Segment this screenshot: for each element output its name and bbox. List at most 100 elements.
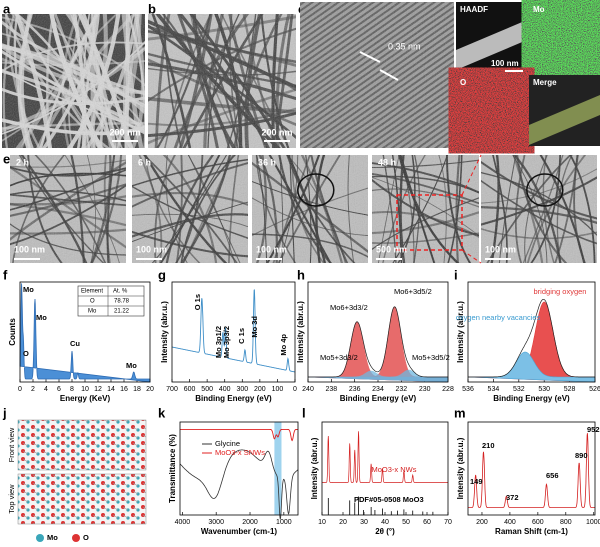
micrograph <box>481 155 597 263</box>
chart-m: 200 400 600 800 1000 Raman Shift (cm-1) Intens… <box>456 421 600 536</box>
x-tick-label: 236 <box>349 386 361 393</box>
annotation: Mo 3p1/2 <box>214 326 223 358</box>
annotation: Mo 3p3/2 <box>222 326 231 358</box>
legend-swatch <box>36 534 44 542</box>
x-tick-label: 2 <box>31 386 35 393</box>
panel-label: f <box>3 267 8 282</box>
annotation: 656 <box>546 471 559 480</box>
envelope <box>308 306 448 378</box>
time-label: 6 h <box>138 157 151 167</box>
x-tick-label: 6 <box>57 386 61 393</box>
x-tick-label: 800 <box>560 519 572 526</box>
chart-g: 700 600 500 400 300 200 100 0 Binding Energy (eV… <box>160 281 297 403</box>
x-tick-label: 8 <box>70 386 74 393</box>
image-noise <box>10 155 126 263</box>
image-noise <box>2 14 145 148</box>
x-tick-label: 20 <box>339 519 347 526</box>
scale-label: 100 nm <box>136 244 167 254</box>
annotation: MoO3-x SNWs <box>215 448 265 457</box>
x-tick-label: 230 <box>419 386 431 393</box>
legend-label: O <box>83 533 89 542</box>
x-tick-label: 10 <box>318 519 326 526</box>
x-axis-label: Energy (KeV) <box>60 394 111 403</box>
scale-label: 500 nm <box>376 244 407 254</box>
raman-spectrum <box>468 433 595 508</box>
micrograph <box>10 155 126 263</box>
x-tick-label: 60 <box>423 519 431 526</box>
panel-label: a <box>3 1 11 16</box>
y-axis-label: Intensity (abr.u.) <box>456 437 465 499</box>
x-tick-label: 536 <box>462 386 474 393</box>
tile-label: O <box>460 78 466 87</box>
micrograph <box>148 14 296 148</box>
x-tick-label: 530 <box>538 386 550 393</box>
annotation: Mo5+3d5/2 <box>412 353 450 362</box>
view-label: Top view <box>7 484 16 514</box>
tile-label: Mo <box>533 5 545 14</box>
panel-label: l <box>302 405 306 420</box>
chart-l: 10 20 30 40 50 60 70 2θ (°) Intensity (abr.u.) Mo… <box>310 421 452 536</box>
annotation: C 1s <box>237 328 246 344</box>
chart-i: 536 534 532 530 528 526 Binding Energy (eV) Int… <box>456 281 600 403</box>
x-tick-label: 700 <box>166 386 178 393</box>
image-noise <box>252 155 368 263</box>
annotation: Mo6+3d3/2 <box>330 303 368 312</box>
x-tick-label: 16 <box>120 386 128 393</box>
annotation: 0.35 nm <box>388 41 421 51</box>
x-tick-label: 534 <box>488 386 500 393</box>
x-tick-label: 20 <box>146 386 154 393</box>
chart-h: 240 238 236 234 232 230 228 Binding Energy (eV)… <box>296 281 454 403</box>
x-tick-label: 0 <box>293 386 297 393</box>
x-tick-label: 50 <box>402 519 410 526</box>
envelope <box>468 298 595 378</box>
x-axis-label: Binding Energy (eV) <box>340 394 417 403</box>
annotation: Cu <box>70 339 80 348</box>
x-axis-label: Raman Shift (cm-1) <box>495 527 568 536</box>
x-tick-label: 300 <box>236 386 248 393</box>
x-axis-label: Wavenumber (cm-1) <box>201 527 278 536</box>
zoom-lines <box>461 154 482 264</box>
view-label: Front view <box>7 427 16 462</box>
x-tick-label: 532 <box>513 386 525 393</box>
plot-frame <box>179 421 299 516</box>
panel-label: k <box>158 405 166 420</box>
x-tick-label: 232 <box>395 386 407 393</box>
plot-frame <box>467 281 596 383</box>
annotation: Mo <box>126 361 137 370</box>
panel-label: g <box>158 267 166 282</box>
merge-wire <box>529 95 600 145</box>
table-cell: 78.78 <box>114 299 130 305</box>
time-label: 2 h <box>16 157 29 167</box>
fit-component <box>307 306 449 383</box>
eds-table: Element At. % O 78.78 Mo 21.22 <box>77 285 145 317</box>
image-noise <box>300 2 454 148</box>
y-axis-label: Counts <box>8 318 17 346</box>
legend-label: Mo <box>47 533 58 542</box>
table-header: Element <box>81 289 103 295</box>
x-tick-label: 600 <box>184 386 196 393</box>
x-tick-label: 200 <box>476 519 488 526</box>
annotation: 890 <box>575 451 588 460</box>
y-axis-label: Intensity (abr.u.) <box>296 301 305 363</box>
table-header: At. % <box>113 289 128 295</box>
tile-label: HAADF <box>460 5 488 14</box>
micrograph <box>132 155 248 263</box>
annotation: oxygen nearby vacancies <box>456 313 541 322</box>
x-tick-label: 528 <box>564 386 576 393</box>
chart-f: 0 2 4 6 8 10 12 14 16 18 20 Energy (KeV) Counts Mo Mo O… <box>8 281 154 403</box>
annotation: 210 <box>482 441 495 450</box>
x-tick-label: 600 <box>532 519 544 526</box>
table-cell: 21.22 <box>114 309 130 315</box>
panel-label: i <box>454 267 458 282</box>
annotation: PDF#05-0508 MoO3 <box>354 495 424 504</box>
annotation: Mo5+3d3/2 <box>320 353 358 362</box>
x-tick-label: 200 <box>254 386 266 393</box>
panel-label: h <box>297 267 305 282</box>
scale-label: 100 nm <box>485 244 516 254</box>
zoom-box <box>396 194 463 251</box>
x-tick-label: 4 <box>44 386 48 393</box>
x-axis-label: Binding Energy (eV) <box>493 394 570 403</box>
